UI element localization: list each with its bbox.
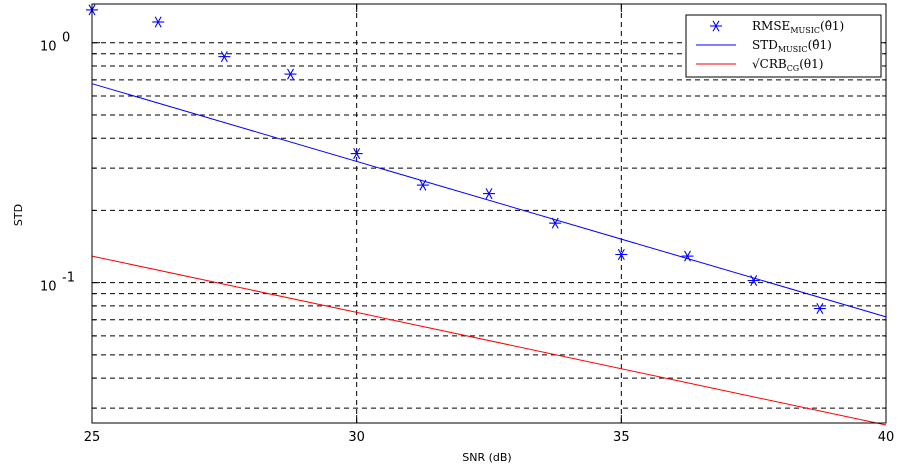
y-axis-label: STD: [12, 204, 25, 226]
x-tick-label: 30: [348, 430, 365, 445]
ticks: 25 30 35 40 10 -1 10 0: [40, 4, 894, 445]
data-point-asterisk: [350, 148, 363, 160]
x-tick-label: 25: [84, 430, 101, 445]
legend-box: [685, 14, 882, 78]
legend-label-0: RMSEMUSIC(θ̂1): [752, 19, 844, 35]
series-line-1: [91, 83, 887, 318]
data-point-asterisk: [218, 51, 231, 63]
legend-label-1: STDMUSIC(θ̂1): [752, 38, 832, 54]
legend-label-2: √CRBCG(θ1): [752, 57, 823, 73]
legend: RMSEMUSIC(θ̂1) STDMUSIC(θ̂1) √CRBCG(θ1): [685, 14, 882, 78]
y-tick-label: 10: [40, 280, 57, 295]
data-point-asterisk: [284, 68, 297, 80]
y-tick-label-exponent: -1: [62, 271, 75, 286]
data-point-asterisk: [549, 217, 562, 229]
x-tick-label: 40: [878, 430, 895, 445]
data-point-asterisk: [152, 16, 165, 28]
data-point-asterisk: [483, 188, 495, 200]
series-line-2: [91, 255, 887, 426]
plot-frame: [91, 3, 887, 424]
data-point-asterisk: [615, 249, 628, 260]
x-axis-label: SNR (dB): [462, 451, 511, 464]
x-tick-label: 35: [613, 430, 630, 445]
legend-swatch-asterisk: [710, 20, 722, 32]
data-point-asterisk: [416, 179, 429, 191]
data-point-asterisk: [813, 303, 826, 315]
y-tick-label: 10: [40, 40, 57, 55]
y-tick-label-exponent: 0: [62, 31, 70, 46]
